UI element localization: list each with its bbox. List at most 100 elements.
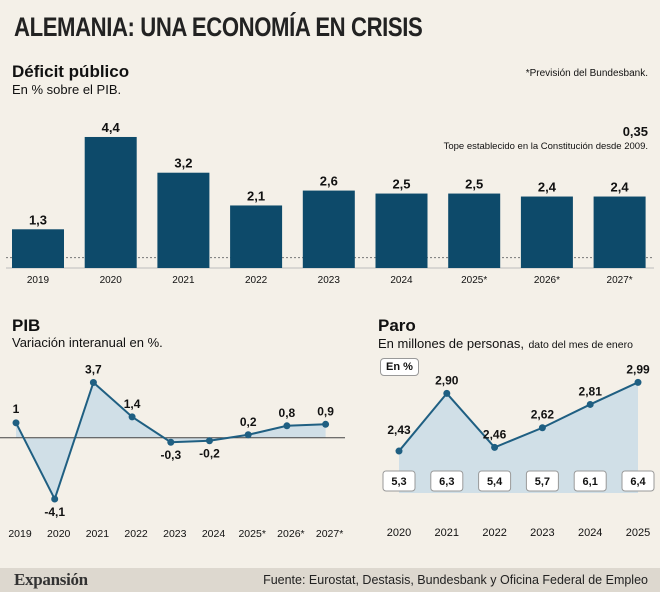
deficit-value-label: 2,5 xyxy=(392,177,410,192)
paro-point xyxy=(538,424,546,432)
deficit-bar xyxy=(12,229,64,268)
deficit-bar xyxy=(302,190,355,268)
pib-tick-label: 2023 xyxy=(163,528,187,540)
paro-subtitle-wrap: En millones de personas, dato del mes de… xyxy=(378,335,633,353)
pib-tick-label: 2022 xyxy=(124,528,148,540)
paro-rate-badge: En % xyxy=(380,358,419,376)
deficit-tick-label: 2026* xyxy=(534,275,560,286)
pib-tick-label: 2026* xyxy=(277,528,304,540)
deficit-value-label: 4,4 xyxy=(102,120,121,135)
deficit-bar xyxy=(375,193,428,268)
brand-logo: Expansión xyxy=(14,570,88,589)
paro-tick-label: 2023 xyxy=(530,527,554,539)
paro-value-label: 2,62 xyxy=(531,408,555,422)
pib-value-label: 0,9 xyxy=(317,404,334,418)
pib-chart: 1 2019 -4,1 2020 3,7 2021 1,4 2022 -0,3 2023 -0,2 2… xyxy=(0,362,345,540)
paro-value-label: 2,81 xyxy=(579,384,603,398)
paro-point xyxy=(491,443,499,451)
paro-rate-box xyxy=(621,470,655,492)
deficit-reference-value: 0,35 xyxy=(623,124,648,139)
deficit-note: *Previsión del Bundesbank. xyxy=(525,68,648,79)
deficit-tick-label: 2023 xyxy=(318,275,341,286)
deficit-value-label: 2,4 xyxy=(538,180,557,195)
paro-rate-label: 5,7 xyxy=(535,476,550,488)
deficit-value-label: 2,4 xyxy=(611,180,630,195)
paro-title: Paro xyxy=(378,316,416,335)
pib-tick-label: 2024 xyxy=(202,528,226,540)
pib-tick-label: 2025* xyxy=(238,528,265,540)
pib-tick-label: 2019 xyxy=(8,528,32,540)
deficit-bar xyxy=(593,196,646,268)
deficit-value-label: 1,3 xyxy=(29,212,47,227)
pib-value-label: 0,8 xyxy=(279,406,296,420)
pib-title: PIB xyxy=(12,316,41,335)
deficit-tick-label: 2024 xyxy=(390,275,413,286)
paro-rate-box xyxy=(573,470,607,492)
pib-tick-label: 2021 xyxy=(86,528,110,540)
paro-value-label: 2,90 xyxy=(435,373,459,387)
pib-tick-label: 2027* xyxy=(316,528,343,540)
paro-point xyxy=(395,447,403,455)
pib-value-label: 3,7 xyxy=(85,362,102,376)
paro-line xyxy=(398,381,639,452)
deficit-value-label: 2,1 xyxy=(247,188,265,203)
pib-point xyxy=(12,419,20,427)
pib-point xyxy=(322,420,330,428)
paro-tick-label: 2022 xyxy=(482,527,506,539)
pib-point xyxy=(128,413,136,421)
paro-tick-label: 2021 xyxy=(435,527,459,539)
deficit-value-label: 2,6 xyxy=(320,174,338,189)
paro-value-label: 2,99 xyxy=(626,362,650,376)
paro-rate-box xyxy=(525,470,559,492)
deficit-chart: 0,35 Tope establecido en la Constitución … xyxy=(6,120,654,286)
deficit-bar xyxy=(157,172,210,268)
deficit-reference-label: Tope establecido en la Constitución desd… xyxy=(444,141,648,152)
paro-tick-label: 2025 xyxy=(626,527,650,539)
footer-bar xyxy=(0,568,660,592)
source-note: Fuente: Eurostat, Destasis, Bundesbank y… xyxy=(263,573,648,587)
deficit-value-label: 3,2 xyxy=(174,156,192,171)
deficit-tick-label: 2027* xyxy=(607,275,633,286)
pib-subtitle: Variación interanual en %. xyxy=(12,335,163,350)
deficit-bar xyxy=(230,205,283,268)
pib-value-label: -4,1 xyxy=(44,505,65,519)
pib-point xyxy=(206,437,213,445)
page-title: ALEMANIA: UNA ECONOMÍA EN CRISIS xyxy=(14,12,423,42)
deficit-bar xyxy=(448,193,501,268)
pib-value-label: -0,2 xyxy=(199,447,220,461)
paro-value-label: 2,43 xyxy=(387,423,411,437)
deficit-bar xyxy=(84,136,137,268)
paro-rate-box xyxy=(382,470,416,492)
pib-point xyxy=(283,422,291,430)
deficit-tick-label: 2020 xyxy=(100,275,123,286)
paro-value-label: 2,46 xyxy=(483,427,507,441)
paro-subtitle-small: dato del mes de enero xyxy=(528,339,633,351)
deficit-bar xyxy=(520,196,573,268)
pib-point xyxy=(244,431,252,439)
paro-rate-label: 5,3 xyxy=(391,476,406,488)
paro-subtitle: En millones de personas, xyxy=(378,336,524,351)
pib-tick-label: 2020 xyxy=(47,528,71,540)
pib-point xyxy=(167,438,175,446)
deficit-tick-label: 2025* xyxy=(461,275,487,286)
pib-point xyxy=(51,495,59,503)
pib-value-label: 1,4 xyxy=(124,397,141,411)
paro-tick-label: 2024 xyxy=(578,527,602,539)
deficit-tick-label: 2022 xyxy=(245,275,268,286)
paro-rate-label: 5,4 xyxy=(487,476,503,488)
pib-value-label: 0,2 xyxy=(240,415,257,429)
paro-rate-label: 6,1 xyxy=(583,476,598,488)
paro-point xyxy=(443,389,451,397)
deficit-title: Déficit público xyxy=(12,62,130,81)
paro-rate-box xyxy=(478,470,512,492)
paro-point xyxy=(586,400,594,408)
deficit-tick-label: 2019 xyxy=(27,275,50,286)
paro-rate-box xyxy=(430,470,464,492)
pib-value-label: 1 xyxy=(13,402,20,416)
paro-chart: 2,43 5,3 2020 2,90 6,3 2021 2,46 5,4 2022 2,62 5,7… xyxy=(382,362,655,539)
pib-point xyxy=(89,378,97,386)
deficit-value-label: 2,5 xyxy=(465,177,483,192)
paro-tick-label: 2020 xyxy=(387,527,411,539)
paro-rate-label: 6,3 xyxy=(439,476,454,488)
deficit-tick-label: 2021 xyxy=(172,275,195,286)
